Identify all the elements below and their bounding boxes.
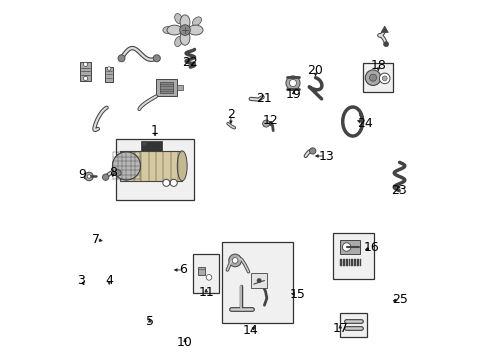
Circle shape (112, 152, 141, 180)
Ellipse shape (175, 36, 182, 46)
Ellipse shape (180, 30, 190, 45)
Text: 25: 25 (392, 293, 408, 306)
Circle shape (115, 170, 121, 176)
Bar (351, 259, 353, 266)
Text: 18: 18 (370, 59, 386, 72)
Text: 5: 5 (146, 315, 154, 328)
Bar (141, 141, 162, 151)
Ellipse shape (177, 151, 187, 181)
Circle shape (310, 148, 316, 154)
Circle shape (366, 70, 381, 85)
Circle shape (263, 120, 270, 127)
Circle shape (229, 254, 242, 267)
Text: 24: 24 (357, 117, 373, 130)
Text: 1: 1 (151, 124, 159, 137)
Bar (340, 259, 342, 266)
Circle shape (163, 179, 170, 186)
Circle shape (85, 172, 93, 181)
Text: 9: 9 (78, 168, 86, 181)
Text: 3: 3 (77, 274, 85, 287)
Ellipse shape (180, 15, 190, 30)
Text: 15: 15 (289, 288, 305, 301)
Bar (105, 67, 113, 82)
Text: 16: 16 (364, 241, 379, 254)
Circle shape (170, 179, 177, 186)
Text: 4: 4 (105, 274, 113, 287)
Circle shape (83, 62, 88, 66)
Circle shape (384, 42, 389, 47)
Bar (193, 254, 220, 293)
Ellipse shape (188, 25, 203, 35)
Bar (156, 79, 177, 96)
Ellipse shape (193, 17, 201, 26)
Circle shape (286, 76, 300, 90)
Ellipse shape (167, 25, 182, 35)
Text: 22: 22 (182, 57, 198, 69)
Bar (340, 240, 360, 254)
Text: 12: 12 (263, 114, 278, 127)
Circle shape (118, 55, 125, 62)
Text: 23: 23 (391, 184, 407, 197)
Text: 7: 7 (92, 233, 100, 246)
Ellipse shape (175, 14, 182, 24)
Text: 21: 21 (257, 93, 272, 105)
Bar (348, 259, 350, 266)
Bar (160, 82, 173, 93)
Text: 8: 8 (109, 166, 117, 179)
Circle shape (206, 275, 212, 280)
Text: 10: 10 (177, 336, 193, 349)
Bar (80, 62, 91, 81)
Bar (346, 259, 347, 266)
Circle shape (382, 76, 387, 81)
Bar (177, 85, 183, 90)
Bar (360, 259, 362, 266)
Text: 20: 20 (308, 64, 323, 77)
Circle shape (142, 141, 147, 146)
Bar (198, 267, 205, 275)
Bar (364, 63, 393, 92)
Circle shape (232, 258, 238, 263)
Text: 13: 13 (318, 149, 334, 162)
Text: 14: 14 (243, 324, 259, 337)
Text: 2: 2 (227, 108, 235, 121)
Ellipse shape (163, 27, 173, 33)
Bar (333, 233, 374, 279)
Circle shape (83, 76, 88, 81)
Bar (222, 242, 293, 323)
Circle shape (379, 73, 390, 84)
Bar (121, 151, 182, 181)
Circle shape (102, 174, 109, 180)
Text: 17: 17 (332, 323, 348, 336)
Bar (357, 259, 359, 266)
Circle shape (153, 55, 160, 62)
Circle shape (343, 243, 351, 251)
Bar (354, 259, 356, 266)
Circle shape (369, 74, 377, 81)
Text: 19: 19 (286, 88, 301, 101)
Circle shape (87, 175, 91, 178)
Circle shape (107, 67, 111, 70)
Text: 6: 6 (179, 264, 187, 276)
Bar (341, 312, 367, 337)
Text: 11: 11 (198, 287, 214, 300)
Bar (343, 259, 345, 266)
Circle shape (257, 278, 261, 283)
Bar (116, 139, 194, 200)
Circle shape (290, 80, 296, 86)
Circle shape (180, 25, 190, 35)
Bar (251, 274, 267, 288)
